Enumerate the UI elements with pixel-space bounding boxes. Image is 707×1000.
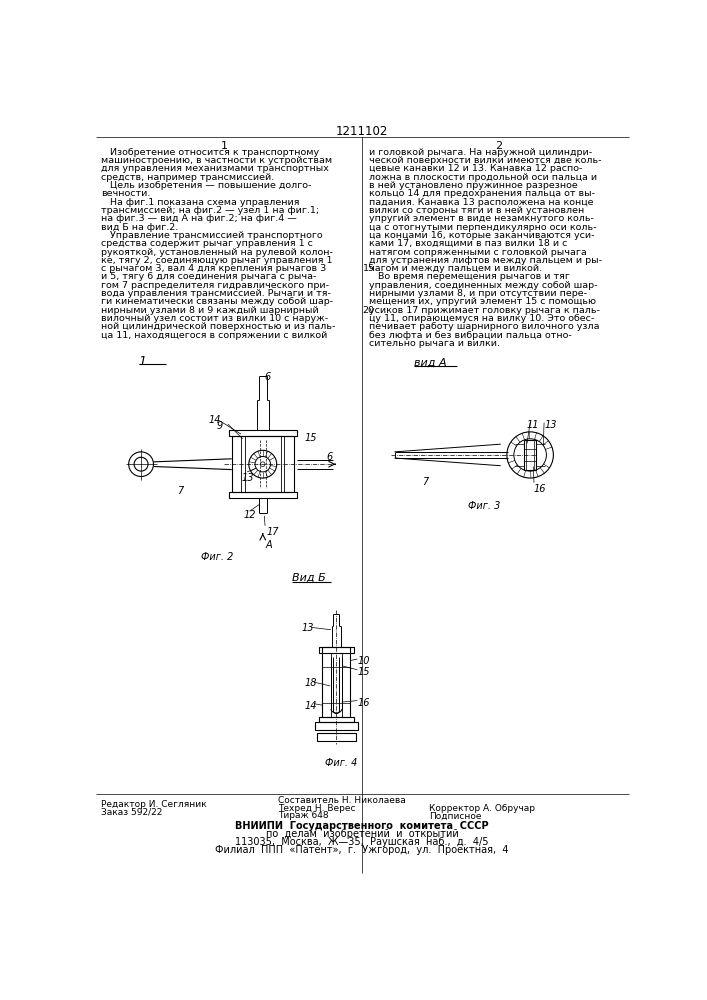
Bar bbox=[524, 440, 537, 470]
Text: 113035,  Москва,  Ж—35,  Раушская  наб.,  д.  4/5: 113035, Москва, Ж—35, Раушская наб., д. … bbox=[235, 837, 489, 847]
Text: падания. Канавка 13 расположена на конце: падания. Канавка 13 расположена на конце bbox=[369, 198, 593, 207]
Text: Подписное: Подписное bbox=[429, 811, 482, 820]
Text: Корректор А. Обручар: Корректор А. Обручар bbox=[429, 804, 535, 813]
Text: 1: 1 bbox=[139, 355, 147, 368]
Text: 14: 14 bbox=[305, 701, 317, 711]
Text: трансмиссией; на фиг.2 — узел 1 на фиг.1;: трансмиссией; на фиг.2 — узел 1 на фиг.1… bbox=[101, 206, 319, 215]
Text: вид А: вид А bbox=[414, 357, 447, 367]
Text: 16: 16 bbox=[534, 484, 547, 494]
Text: Редактор И. Сегляник: Редактор И. Сегляник bbox=[101, 800, 206, 809]
Text: 7: 7 bbox=[421, 477, 428, 487]
Text: и 5, тягу 6 для соединения рычага с рыча-: и 5, тягу 6 для соединения рычага с рыча… bbox=[101, 272, 316, 281]
Text: Техред Н. Верес: Техред Н. Верес bbox=[279, 804, 356, 813]
Text: ками 17, входящими в паз вилки 18 и с: ками 17, входящими в паз вилки 18 и с bbox=[369, 239, 567, 248]
Text: ги кинематически связаны между собой шар-: ги кинематически связаны между собой шар… bbox=[101, 297, 333, 306]
Text: упругий элемент в виде незамкнутого коль-: упругий элемент в виде незамкнутого коль… bbox=[369, 214, 594, 223]
Text: усиков 17 прижимает головку рычага к паль-: усиков 17 прижимает головку рычага к пал… bbox=[369, 306, 600, 315]
Text: Тираж 648: Тираж 648 bbox=[279, 811, 329, 820]
Text: Фиг. 4: Фиг. 4 bbox=[325, 758, 357, 768]
Text: нирными узлами 8 и 9 каждый шарнирный: нирными узлами 8 и 9 каждый шарнирный bbox=[101, 306, 319, 315]
Text: управления, соединенных между собой шар-: управления, соединенных между собой шар- bbox=[369, 281, 597, 290]
Text: A: A bbox=[265, 540, 271, 550]
Text: на фиг.3 — вид А на фиг.2; на фиг.4 —: на фиг.3 — вид А на фиг.2; на фиг.4 — bbox=[101, 214, 296, 223]
Text: Филиал  ППП  «Патент»,  г.  Ужгород,  ул.  Проектная,  4: Филиал ППП «Патент», г. Ужгород, ул. Про… bbox=[215, 845, 509, 855]
Text: с рычагом 3, вал 4 для крепления рычагов 3: с рычагом 3, вал 4 для крепления рычагов… bbox=[101, 264, 326, 273]
Text: 15: 15 bbox=[305, 433, 317, 443]
Bar bbox=[228, 492, 297, 498]
Text: 13: 13 bbox=[301, 623, 314, 633]
Text: Составитель Н. Николаева: Составитель Н. Николаева bbox=[279, 796, 406, 805]
Text: Фиг. 3: Фиг. 3 bbox=[468, 501, 501, 511]
Text: рукояткой, установленный на рулевой колон-: рукояткой, установленный на рулевой коло… bbox=[101, 248, 333, 257]
Text: ВНИИПИ  Государственного  комитета  СССР: ВНИИПИ Государственного комитета СССР bbox=[235, 821, 489, 831]
Text: 6: 6 bbox=[264, 372, 271, 382]
Text: Фиг. 2: Фиг. 2 bbox=[201, 552, 233, 562]
Bar bbox=[232, 436, 293, 492]
Text: по  делам  изобретений  и  открытий: по делам изобретений и открытий bbox=[266, 829, 458, 839]
Text: цу 11, опирающемуся на вилку 10. Это обес-: цу 11, опирающемуся на вилку 10. Это обе… bbox=[369, 314, 594, 323]
Text: 11: 11 bbox=[526, 420, 539, 430]
Text: На фиг.1 показана схема управления: На фиг.1 показана схема управления bbox=[101, 198, 299, 207]
Text: вилки со стороны тяги и в ней установлен: вилки со стороны тяги и в ней установлен bbox=[369, 206, 584, 215]
Text: гом 7 распределителя гидравлического при-: гом 7 распределителя гидравлического при… bbox=[101, 281, 329, 290]
Text: 7: 7 bbox=[177, 486, 184, 496]
Text: печивает работу шарнирного вилочного узла: печивает работу шарнирного вилочного узл… bbox=[369, 322, 600, 331]
Text: 16: 16 bbox=[357, 698, 370, 708]
Text: ца концами 16, которые заканчиваются уси-: ца концами 16, которые заканчиваются уси… bbox=[369, 231, 595, 240]
Text: вилочный узел состоит из вилки 10 с наруж-: вилочный узел состоит из вилки 10 с нару… bbox=[101, 314, 328, 323]
Text: вечности.: вечности. bbox=[101, 189, 150, 198]
Text: и головкой рычага. На наружной цилиндри-: и головкой рычага. На наружной цилиндри- bbox=[369, 148, 592, 157]
Text: 12: 12 bbox=[243, 510, 256, 520]
Text: натягом сопряженными с головкой рычага: натягом сопряженными с головкой рычага bbox=[369, 248, 587, 257]
Text: ца 11, находящегося в сопряжении с вилкой: ца 11, находящегося в сопряжении с вилко… bbox=[101, 331, 327, 340]
Text: 1211102: 1211102 bbox=[336, 125, 388, 138]
Text: Вид Б: Вид Б bbox=[292, 573, 326, 583]
Bar bbox=[319, 647, 354, 653]
Text: в ней установлено пружинное разрезное: в ней установлено пружинное разрезное bbox=[369, 181, 578, 190]
Bar bbox=[319, 717, 354, 722]
Text: Во время перемещения рычагов и тяг: Во время перемещения рычагов и тяг bbox=[369, 272, 570, 281]
Text: чагом и между пальцем и вилкой.: чагом и между пальцем и вилкой. bbox=[369, 264, 542, 273]
Bar bbox=[317, 733, 356, 741]
Text: Изобретение относится к транспортному: Изобретение относится к транспортному bbox=[101, 148, 319, 157]
Text: 6: 6 bbox=[327, 452, 332, 462]
Text: 9: 9 bbox=[216, 421, 223, 431]
Bar bbox=[315, 722, 358, 730]
Text: ца с отогнутыми перпендикулярно оси коль-: ца с отогнутыми перпендикулярно оси коль… bbox=[369, 223, 597, 232]
Text: ной цилиндрической поверхностью и из паль-: ной цилиндрической поверхностью и из пал… bbox=[101, 322, 335, 331]
Text: 15: 15 bbox=[363, 264, 375, 273]
Text: 13: 13 bbox=[544, 420, 556, 430]
Bar bbox=[228, 430, 297, 436]
Bar bbox=[322, 647, 351, 717]
Text: Заказ 592/22: Заказ 592/22 bbox=[101, 808, 162, 817]
Text: средств, например трансмиссией.: средств, например трансмиссией. bbox=[101, 173, 274, 182]
Text: 1: 1 bbox=[221, 141, 228, 151]
Text: кольцо 14 для предохранения пальца от вы-: кольцо 14 для предохранения пальца от вы… bbox=[369, 189, 595, 198]
Text: Управление трансмиссией транспортного: Управление трансмиссией транспортного bbox=[101, 231, 322, 240]
Text: вода управления трансмиссией. Рычаги и тя-: вода управления трансмиссией. Рычаги и т… bbox=[101, 289, 331, 298]
Text: ческой поверхности вилки имеются две коль-: ческой поверхности вилки имеются две кол… bbox=[369, 156, 602, 165]
Text: для устранения лифтов между пальцем и ры-: для устранения лифтов между пальцем и ры… bbox=[369, 256, 602, 265]
Text: 10: 10 bbox=[357, 656, 370, 666]
Text: Цель изобретения — повышение долго-: Цель изобретения — повышение долго- bbox=[101, 181, 311, 190]
Text: средства содержит рычаг управления 1 с: средства содержит рычаг управления 1 с bbox=[101, 239, 312, 248]
Text: цевые канавки 12 и 13. Канавка 12 распо-: цевые канавки 12 и 13. Канавка 12 распо- bbox=[369, 164, 583, 173]
Text: вид Б на фиг.2.: вид Б на фиг.2. bbox=[101, 223, 178, 232]
Text: для управления механизмами транспортных: для управления механизмами транспортных bbox=[101, 164, 329, 173]
Text: машиностроению, в частности к устройствам: машиностроению, в частности к устройства… bbox=[101, 156, 332, 165]
Text: 18: 18 bbox=[305, 678, 317, 688]
Text: 15: 15 bbox=[357, 667, 370, 677]
Text: сительно рычага и вилки.: сительно рычага и вилки. bbox=[369, 339, 500, 348]
Text: ке, тягу 2, соединяющую рычаг управления 1: ке, тягу 2, соединяющую рычаг управления… bbox=[101, 256, 332, 265]
Text: 20: 20 bbox=[363, 306, 375, 315]
Text: 2: 2 bbox=[496, 141, 503, 151]
Text: 17: 17 bbox=[267, 527, 279, 537]
Text: нирными узлами 8, и при отсутствии пере-: нирными узлами 8, и при отсутствии пере- bbox=[369, 289, 587, 298]
Text: 13: 13 bbox=[241, 473, 254, 483]
Text: ложна в плоскости продольной оси пальца и: ложна в плоскости продольной оси пальца … bbox=[369, 173, 597, 182]
Text: мещения их, упругий элемент 15 с помощью: мещения их, упругий элемент 15 с помощью bbox=[369, 297, 596, 306]
Text: 14: 14 bbox=[209, 415, 221, 425]
Text: без люфта и без вибрации пальца отно-: без люфта и без вибрации пальца отно- bbox=[369, 331, 572, 340]
